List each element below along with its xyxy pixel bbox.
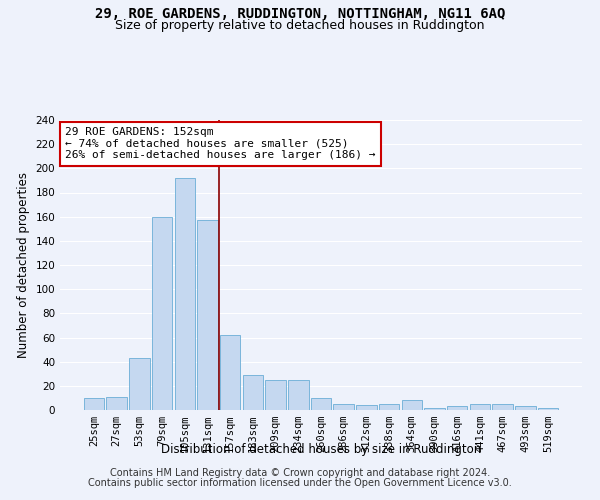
Bar [447, 406, 467, 410]
Bar [265, 380, 286, 410]
Bar [129, 358, 149, 410]
Bar [515, 406, 536, 410]
Bar [538, 408, 558, 410]
Bar [401, 400, 422, 410]
Bar [424, 408, 445, 410]
Text: Size of property relative to detached houses in Ruddington: Size of property relative to detached ho… [115, 19, 485, 32]
Bar [493, 404, 513, 410]
Y-axis label: Number of detached properties: Number of detached properties [17, 172, 30, 358]
Text: 29, ROE GARDENS, RUDDINGTON, NOTTINGHAM, NG11 6AQ: 29, ROE GARDENS, RUDDINGTON, NOTTINGHAM,… [95, 8, 505, 22]
Bar [470, 404, 490, 410]
Bar [356, 405, 377, 410]
Text: 29 ROE GARDENS: 152sqm
← 74% of detached houses are smaller (525)
26% of semi-de: 29 ROE GARDENS: 152sqm ← 74% of detached… [65, 127, 376, 160]
Bar [379, 404, 400, 410]
Text: Contains public sector information licensed under the Open Government Licence v3: Contains public sector information licen… [88, 478, 512, 488]
Bar [84, 398, 104, 410]
Text: Distribution of detached houses by size in Ruddington: Distribution of detached houses by size … [161, 442, 481, 456]
Bar [288, 380, 308, 410]
Bar [197, 220, 218, 410]
Bar [242, 375, 263, 410]
Bar [175, 178, 195, 410]
Bar [220, 335, 241, 410]
Bar [311, 398, 331, 410]
Bar [334, 404, 354, 410]
Bar [106, 396, 127, 410]
Text: Contains HM Land Registry data © Crown copyright and database right 2024.: Contains HM Land Registry data © Crown c… [110, 468, 490, 477]
Bar [152, 216, 172, 410]
